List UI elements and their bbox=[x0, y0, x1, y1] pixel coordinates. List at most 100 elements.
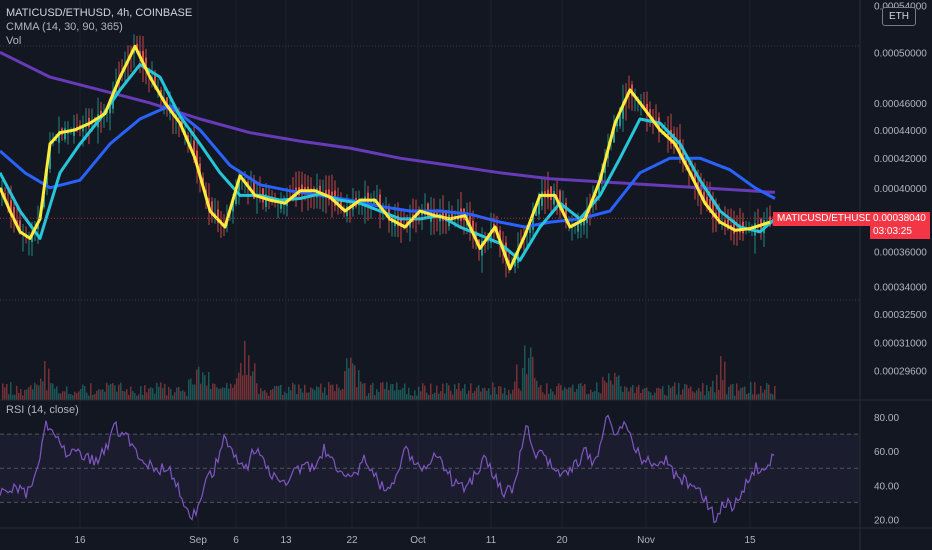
candle-body bbox=[196, 150, 198, 168]
volume-bar bbox=[24, 389, 26, 400]
volume-bar bbox=[728, 386, 730, 400]
volume-bar bbox=[450, 390, 452, 400]
volume-bar bbox=[12, 394, 14, 400]
volume-bar bbox=[72, 395, 74, 400]
volume-bar bbox=[602, 376, 604, 400]
volume-bar bbox=[722, 379, 724, 400]
volume-bar bbox=[302, 392, 304, 400]
volume-bar bbox=[212, 383, 214, 400]
volume-bar bbox=[448, 385, 450, 400]
candle-body bbox=[538, 193, 540, 215]
volume-bar bbox=[234, 384, 236, 400]
candle-body bbox=[703, 191, 705, 203]
volume-bar bbox=[104, 391, 106, 400]
volume-bar bbox=[524, 345, 526, 400]
candle-body bbox=[433, 209, 435, 218]
volume-bar bbox=[646, 387, 648, 400]
volume-bar bbox=[456, 389, 458, 400]
volume-bar bbox=[342, 388, 344, 400]
volume-bar bbox=[210, 389, 212, 400]
volume-bar bbox=[36, 384, 38, 400]
volume-bar bbox=[506, 395, 508, 400]
volume-bar bbox=[28, 387, 30, 400]
volume-bar bbox=[662, 386, 664, 400]
volume-bar bbox=[290, 390, 292, 400]
volume-bar bbox=[98, 389, 100, 400]
candle-body bbox=[718, 211, 720, 224]
volume-bar bbox=[740, 387, 742, 400]
volume-bar bbox=[326, 395, 328, 400]
volume-bar bbox=[460, 390, 462, 400]
volume-bar bbox=[82, 384, 84, 400]
volume-bar bbox=[758, 393, 760, 400]
volume-bar bbox=[656, 388, 658, 400]
volume-bar bbox=[40, 378, 42, 400]
volume-bar bbox=[684, 383, 686, 400]
volume-pane bbox=[2, 340, 776, 400]
candle-body bbox=[49, 142, 51, 169]
candle-body bbox=[598, 180, 600, 195]
rsi-legend[interactable]: RSI (14, close) bbox=[6, 404, 79, 416]
volume-bar bbox=[554, 394, 556, 400]
candle-body bbox=[145, 57, 147, 72]
volume-bar bbox=[436, 385, 438, 400]
volume-bar bbox=[106, 382, 108, 400]
volume-bar bbox=[300, 388, 302, 400]
volume-bar bbox=[484, 387, 486, 400]
volume-bar bbox=[344, 371, 346, 400]
candle-body bbox=[235, 186, 237, 205]
volume-bar bbox=[620, 386, 622, 400]
volume-bar bbox=[644, 387, 646, 400]
currency-button[interactable]: ETH bbox=[882, 7, 916, 26]
cmma-legend[interactable]: CMMA (14, 30, 90, 365) bbox=[6, 21, 123, 33]
volume-bar bbox=[392, 384, 394, 400]
volume-bar bbox=[446, 383, 448, 400]
candle-body bbox=[460, 208, 462, 221]
volume-bar bbox=[552, 391, 554, 400]
candle-body bbox=[541, 191, 543, 206]
volume-bar bbox=[396, 382, 398, 400]
volume-bar bbox=[668, 385, 670, 400]
volume-bar bbox=[578, 383, 580, 400]
candle-body bbox=[328, 189, 330, 200]
volume-bar bbox=[414, 390, 416, 400]
candle-body bbox=[559, 190, 561, 211]
volume-bar bbox=[174, 392, 176, 400]
volume-bar bbox=[282, 394, 284, 400]
volume-bar bbox=[248, 355, 250, 400]
volume-bar bbox=[168, 387, 170, 400]
volume-bar bbox=[276, 386, 278, 400]
volume-bar bbox=[478, 385, 480, 400]
volume-bar bbox=[172, 395, 174, 400]
candle-body bbox=[535, 204, 537, 216]
volume-bar bbox=[242, 375, 244, 400]
volume-bar bbox=[730, 384, 732, 400]
volume-bar bbox=[124, 391, 126, 400]
candle-body bbox=[64, 128, 66, 140]
volume-bar bbox=[240, 362, 242, 400]
volume-bar bbox=[480, 391, 482, 400]
volume-bar bbox=[376, 389, 378, 400]
candle-body bbox=[265, 194, 267, 207]
volume-bar bbox=[664, 394, 666, 400]
volume-bar bbox=[356, 387, 358, 400]
candle-body bbox=[553, 190, 555, 205]
volume-bar bbox=[152, 388, 154, 400]
volume-bar bbox=[46, 390, 48, 400]
candle-body bbox=[472, 220, 474, 236]
vol-legend[interactable]: Vol bbox=[6, 35, 22, 47]
rsi-tick-label: 80.00 bbox=[874, 413, 899, 424]
volume-bar bbox=[764, 389, 766, 400]
price-tick-label: 0.00031000 bbox=[874, 339, 927, 350]
candle-body bbox=[733, 219, 735, 234]
volume-bar bbox=[26, 389, 28, 400]
volume-bar bbox=[438, 393, 440, 400]
symbol-legend[interactable]: MATICUSD/ETHUSD, 4h, COINBASE bbox=[6, 7, 193, 19]
volume-bar bbox=[20, 389, 22, 400]
volume-bar bbox=[66, 386, 68, 400]
volume-bar bbox=[150, 387, 152, 400]
volume-bar bbox=[84, 386, 86, 400]
volume-bar bbox=[360, 381, 362, 400]
volume-bar bbox=[408, 387, 410, 400]
